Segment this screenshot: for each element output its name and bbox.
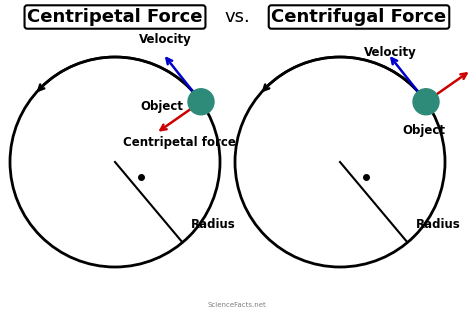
Text: Centrifugal Force: Centrifugal Force bbox=[272, 8, 447, 26]
Circle shape bbox=[188, 89, 214, 115]
Circle shape bbox=[413, 89, 439, 115]
Text: vs.: vs. bbox=[224, 8, 250, 26]
Text: Velocity: Velocity bbox=[364, 46, 416, 59]
Text: Object: Object bbox=[402, 124, 446, 137]
Text: Centripetal force: Centripetal force bbox=[123, 136, 236, 149]
Text: Object: Object bbox=[140, 100, 183, 113]
Text: Radius: Radius bbox=[416, 218, 460, 231]
Text: Velocity: Velocity bbox=[138, 33, 191, 46]
Text: Centripetal Force: Centripetal Force bbox=[27, 8, 203, 26]
Text: ScienceFacts.net: ScienceFacts.net bbox=[208, 302, 266, 308]
Text: Radius: Radius bbox=[191, 218, 235, 231]
